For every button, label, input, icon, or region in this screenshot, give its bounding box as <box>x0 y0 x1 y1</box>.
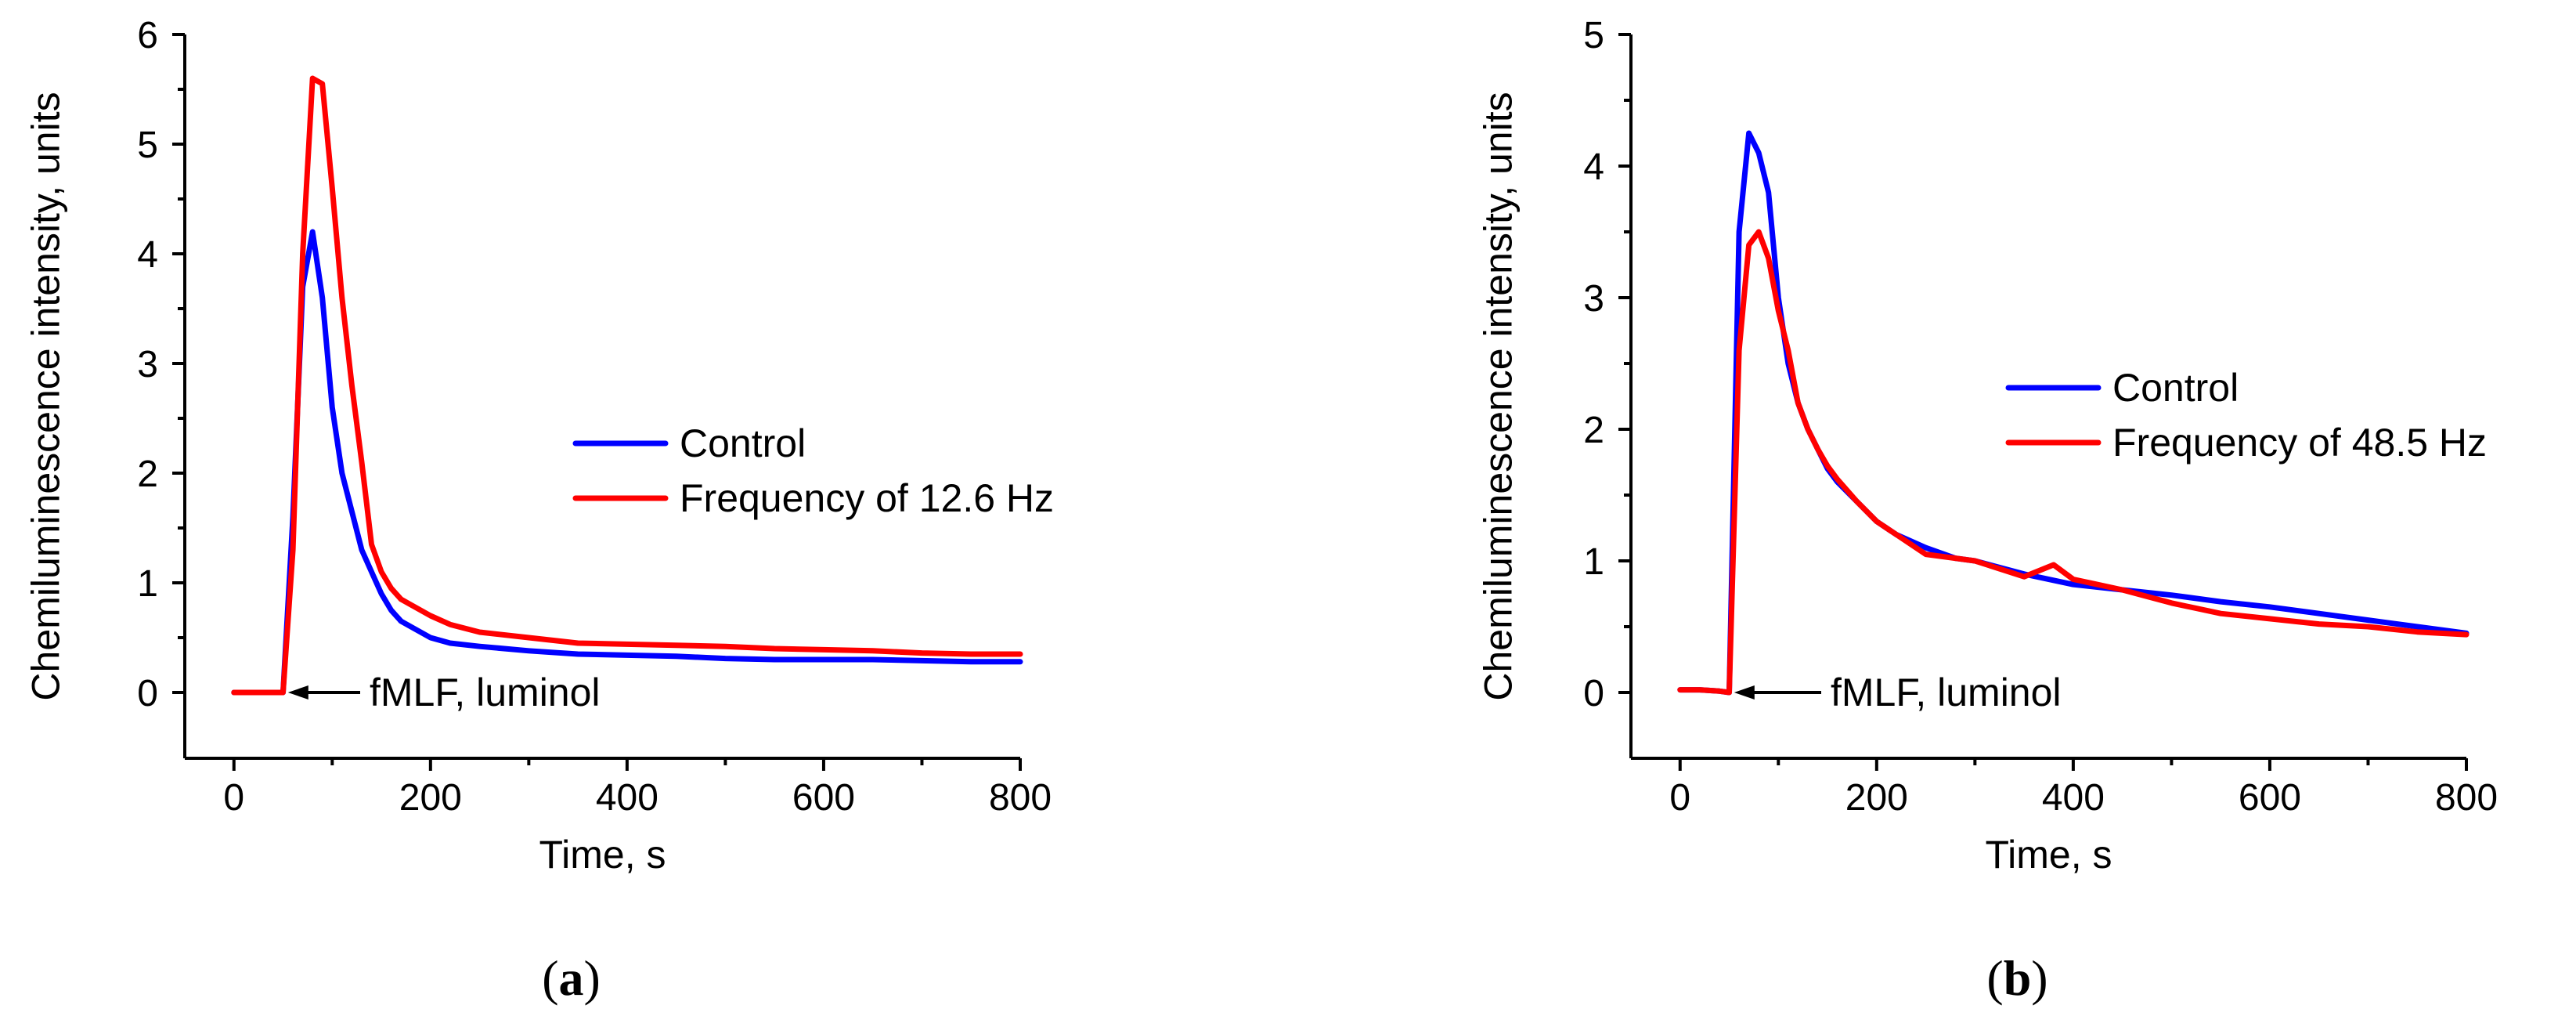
panel-a-y-tick-label: 6 <box>137 15 158 56</box>
panel-b-y-axis-title: Chemiluminescence intensity, units <box>1477 92 1521 700</box>
panel-b-x-axis-title: Time, s <box>1985 833 2112 877</box>
panel-a-x-tick-label: 800 <box>989 777 1052 819</box>
panel-b-y-tick-label: 2 <box>1583 410 1604 451</box>
panel-b-x-tick-label: 800 <box>2435 777 2498 819</box>
panel-a-plot-area: 0 200 400 600 800 0 1 2 3 4 5 6 fMLF, luminol <box>137 15 1052 819</box>
panel-a-series <box>231 75 1023 696</box>
panel-b-series <box>1677 130 2470 696</box>
panel-a-caption-letter: a <box>559 950 584 1006</box>
panel-a-x-tick-label: 600 <box>792 777 855 819</box>
panel-b-x-tick-label: 400 <box>2042 777 2105 819</box>
panel-a-caption-close-paren: ) <box>584 950 601 1006</box>
panel-b-y-tick-label: 0 <box>1583 673 1604 714</box>
panel-a-y-axis-title: Chemiluminescence intensity, units <box>24 92 68 700</box>
panel-b-x-tick-label: 600 <box>2239 777 2301 819</box>
panel-b-caption-letter: b <box>2004 950 2032 1006</box>
panel-b-legend: Control Frequency of 48.5 Hz <box>2005 366 2487 465</box>
panel-a-legend: Control Frequency of 12.6 Hz <box>572 421 1054 520</box>
panel-a-y-ticks: 0 1 2 3 4 5 6 <box>137 15 185 714</box>
panel-a-annotation-label: fMLF, luminol <box>370 671 601 714</box>
panel-a-y-tick-label: 0 <box>137 673 158 714</box>
panel-b-y-tick-label: 3 <box>1583 278 1604 320</box>
panel-b-caption-close-paren: ) <box>2031 950 2047 1006</box>
panel-b-annotation-arrowhead <box>1734 685 1755 700</box>
panel-b-series-control-line <box>1677 130 2470 696</box>
panel-b-y-ticks: 0 1 2 3 4 5 <box>1583 15 1631 714</box>
panel-b-legend-label-frequency: Frequency of 48.5 Hz <box>2112 421 2487 465</box>
panel-a-y-tick-label: 2 <box>137 454 158 495</box>
panel-b-y-tick-label: 5 <box>1583 15 1604 56</box>
panel-b-y-tick-label: 4 <box>1583 146 1604 188</box>
panel-a-legend-label-frequency: Frequency of 12.6 Hz <box>680 476 1054 520</box>
panel-b-y-tick-label: 1 <box>1583 541 1604 583</box>
panel-a-annotation-arrowhead <box>287 685 308 700</box>
panel-a-caption-open-paren: ( <box>542 950 558 1006</box>
panel-a-chart: 0 200 400 600 800 0 1 2 3 4 5 6 fMLF, luminol Time… <box>24 15 1055 1006</box>
panel-a-x-axis-title: Time, s <box>539 833 666 877</box>
panel-a-series-control-line <box>231 229 1023 696</box>
panel-a-x-tick-label: 0 <box>223 777 244 819</box>
panel-b-annotation: fMLF, luminol <box>1734 671 2062 714</box>
panel-a-y-tick-label: 5 <box>137 125 158 166</box>
panel-b-legend-label-control: Control <box>2112 366 2239 410</box>
panel-a-y-tick-label: 4 <box>137 234 158 276</box>
panel-a-series-frequency-line <box>231 75 1023 696</box>
panel-a-legend-label-control: Control <box>680 421 806 465</box>
panel-a-y-tick-label: 3 <box>137 344 158 385</box>
panel-b-x-ticks: 0 200 400 600 800 <box>1669 758 2498 819</box>
panel-a-y-tick-label: 1 <box>137 563 158 605</box>
panel-a-x-tick-label: 400 <box>596 777 658 819</box>
panel-b-x-tick-label: 0 <box>1669 777 1690 819</box>
panel-a-annotation: fMLF, luminol <box>287 671 601 714</box>
panel-b-caption-label: (b) <box>1986 950 2047 1006</box>
panel-a-caption-label: (a) <box>542 950 601 1006</box>
panel-a-x-ticks: 0 200 400 600 800 <box>223 758 1052 819</box>
panel-b-chart: 0 200 400 600 800 0 1 2 3 4 5 fMLF, luminol Time,… <box>1477 15 2498 1006</box>
panel-b-plot-area: 0 200 400 600 800 0 1 2 3 4 5 fMLF, luminol <box>1583 15 2498 819</box>
panel-b-annotation-label: fMLF, luminol <box>1831 671 2062 714</box>
panel-b-caption-open-paren: ( <box>1986 950 2003 1006</box>
panel-b-x-tick-label: 200 <box>1845 777 1908 819</box>
panel-b-series-frequency-line <box>1677 229 2470 696</box>
panel-a-x-tick-label: 200 <box>399 777 462 819</box>
